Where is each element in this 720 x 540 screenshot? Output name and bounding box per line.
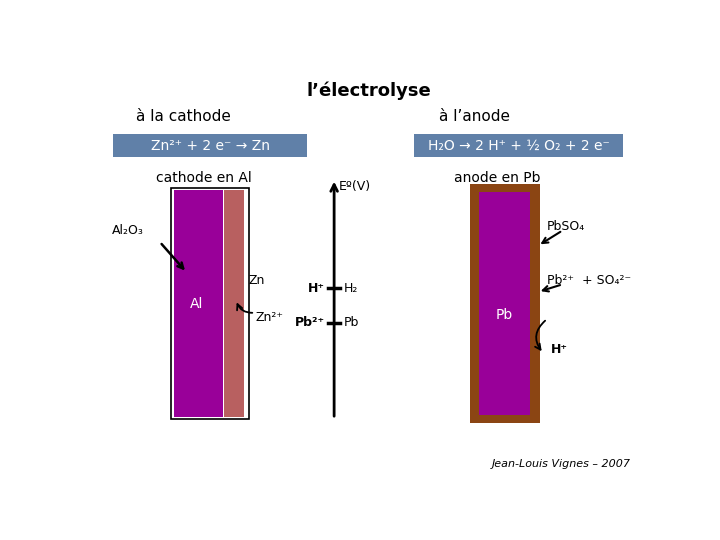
Bar: [479, 192, 530, 415]
Text: Al: Al: [189, 296, 203, 310]
Bar: [224, 190, 244, 417]
Text: à l’anode: à l’anode: [438, 110, 510, 124]
Text: l’électrolyse: l’électrolyse: [307, 82, 431, 100]
Text: PbSO₄: PbSO₄: [547, 220, 585, 233]
Text: cathode en Al: cathode en Al: [156, 171, 251, 185]
Text: anode en Pb: anode en Pb: [454, 171, 541, 185]
Text: Zn²⁺ + 2 e⁻ → Zn: Zn²⁺ + 2 e⁻ → Zn: [150, 139, 269, 153]
Text: Zn: Zn: [249, 274, 265, 287]
Text: Pb: Pb: [496, 308, 513, 322]
Text: Eº(V): Eº(V): [339, 180, 371, 193]
Bar: [469, 184, 539, 423]
Text: Al₂O₃: Al₂O₃: [112, 224, 143, 237]
Text: Pb²⁺: Pb²⁺: [294, 316, 325, 329]
Text: Zn²⁺: Zn²⁺: [255, 311, 283, 324]
Text: H⁺: H⁺: [308, 281, 325, 295]
Bar: [414, 134, 624, 157]
Text: H⁺: H⁺: [551, 343, 568, 356]
Text: Pb²⁺  + SO₄²⁻: Pb²⁺ + SO₄²⁻: [547, 274, 631, 287]
Bar: [171, 188, 249, 419]
Text: à la cathode: à la cathode: [137, 110, 231, 124]
Text: H₂: H₂: [343, 281, 358, 295]
Text: H₂O → 2 H⁺ + ½ O₂ + 2 e⁻: H₂O → 2 H⁺ + ½ O₂ + 2 e⁻: [428, 139, 610, 153]
Text: Jean-Louis Vignes – 2007: Jean-Louis Vignes – 2007: [492, 459, 631, 469]
Text: Pb: Pb: [343, 316, 359, 329]
Bar: [113, 134, 307, 157]
Bar: [174, 190, 222, 417]
